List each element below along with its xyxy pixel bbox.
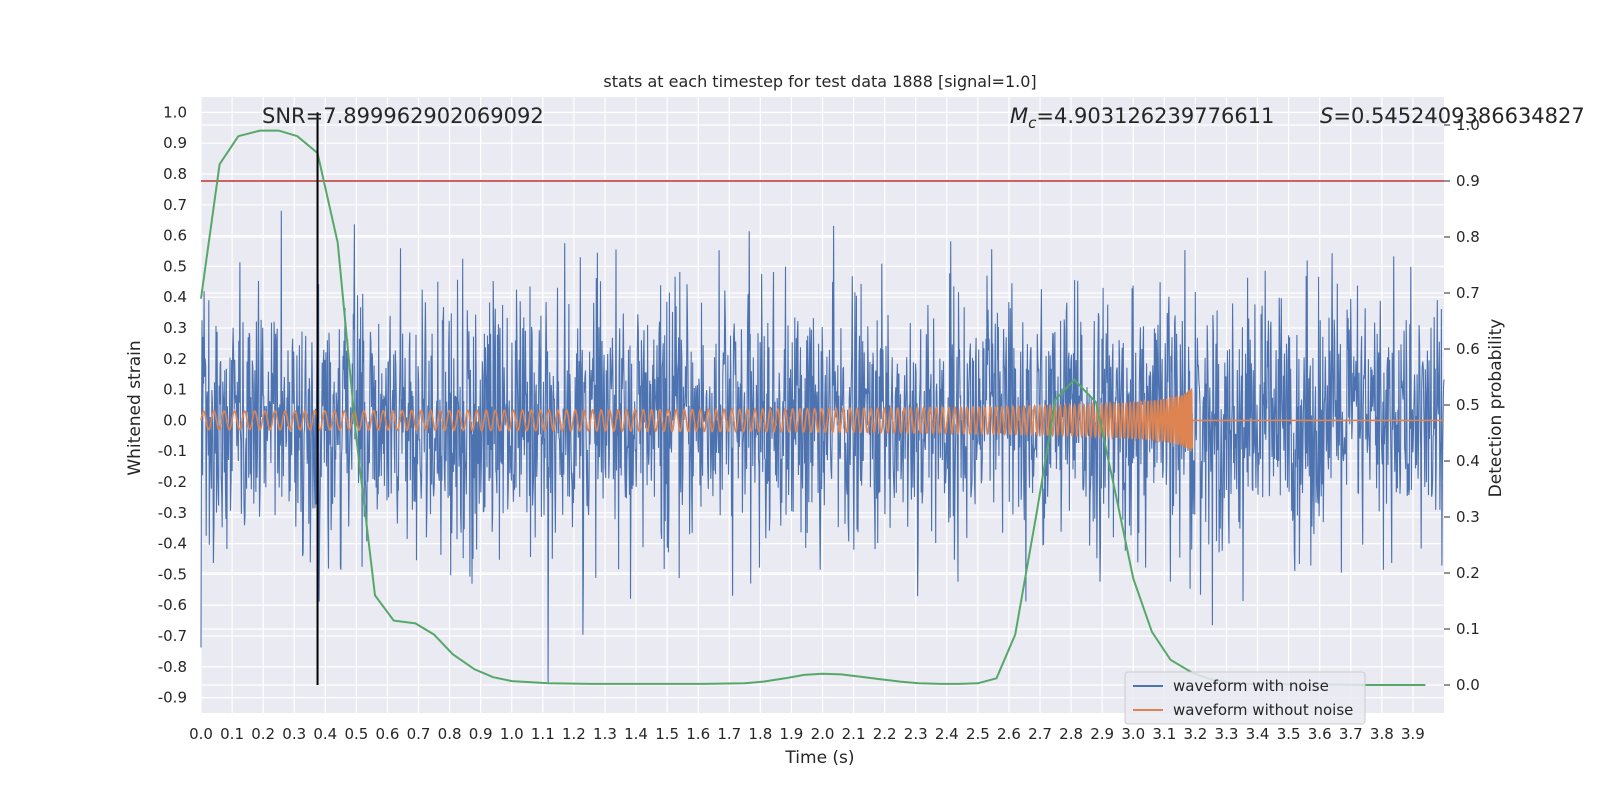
y-tick-label: -0.5 (158, 565, 187, 583)
y-tick-label: 0.8 (163, 165, 187, 183)
chart-title: stats at each timestep for test data 188… (603, 72, 1036, 91)
x-tick-label: 2.1 (842, 725, 866, 743)
y2-axis-label: Detection probability (1486, 319, 1506, 498)
x-tick-label: 3.7 (1339, 725, 1363, 743)
y2-tick-label: 0.3 (1456, 508, 1480, 526)
x-tick-label: 0.6 (376, 725, 400, 743)
y-tick-label: -0.3 (158, 504, 187, 522)
chirp-mass-annotation: Mc=4.903126239776611 (1010, 104, 1274, 132)
snr-annotation: SNR=7.899962902069092 (262, 104, 544, 128)
x-tick-label: 0.9 (469, 725, 493, 743)
x-tick-label: 1.9 (779, 725, 803, 743)
x-tick-label: 1.3 (593, 725, 617, 743)
x-tick-label: 2.3 (904, 725, 928, 743)
x-tick-label: 1.5 (655, 725, 679, 743)
x-tick-label: 0.4 (313, 725, 337, 743)
y-tick-label: 0.2 (163, 350, 187, 368)
x-tick-label: 3.3 (1215, 725, 1239, 743)
x-tick-label: 0.8 (438, 725, 462, 743)
x-tick-label: 0.3 (282, 725, 306, 743)
x-tick-label: 0.2 (251, 725, 275, 743)
x-tick-label: 3.0 (1121, 725, 1145, 743)
y-tick-label: -0.6 (158, 596, 187, 614)
x-tick-label: 1.1 (531, 725, 555, 743)
x-tick-label: 0.7 (407, 725, 431, 743)
x-tick-label: 1.6 (686, 725, 710, 743)
series-waveform-without-noise (200, 388, 1444, 452)
y-tick-label: 0.0 (163, 411, 187, 429)
x-tick-label: 2.6 (997, 725, 1021, 743)
x-tick-label: 0.5 (344, 725, 368, 743)
legend-box (1124, 671, 1366, 725)
x-tick-label: 2.8 (1059, 725, 1083, 743)
x-tick-label: 0.1 (220, 725, 244, 743)
y2-tick-label: 0.2 (1456, 564, 1480, 582)
s-annotation: S=0.5452409386634827 (1320, 104, 1585, 128)
y-tick-label: -0.8 (158, 658, 187, 676)
y2-tick-label: 1.0 (1456, 116, 1480, 134)
x-tick-label: 3.6 (1308, 725, 1332, 743)
y-tick-label: 0.6 (163, 227, 187, 245)
x-tick-label: 3.8 (1370, 725, 1394, 743)
y2-tick-label: 0.4 (1456, 452, 1480, 470)
legend: waveform with noise waveform without noi… (1124, 671, 1366, 725)
y-tick-label: 0.3 (163, 319, 187, 337)
x-tick-label: 1.0 (500, 725, 524, 743)
y-tick-label: -0.2 (158, 473, 187, 491)
x-tick-label: 3.1 (1152, 725, 1176, 743)
y2-tick-label: 0.7 (1456, 284, 1480, 302)
y2-tick-label: 0.0 (1456, 676, 1480, 694)
x-tick-label: 2.2 (873, 725, 897, 743)
series-waveform-with-noise (200, 210, 1445, 683)
x-tick-label: 3.4 (1246, 725, 1270, 743)
x-tick-label: 2.4 (935, 725, 959, 743)
series-layer (200, 112, 1445, 686)
y2-tick-label: 0.8 (1456, 228, 1480, 246)
y2-tick-label: 0.5 (1456, 396, 1480, 414)
x-tick-label: 3.9 (1401, 725, 1425, 743)
y-axis-label: Whitened strain (125, 340, 145, 475)
x-tick-label: 1.2 (562, 725, 586, 743)
y-tick-label: -0.4 (158, 535, 187, 553)
x-tick-label: 1.4 (624, 725, 648, 743)
x-tick-label: 2.7 (1028, 725, 1052, 743)
y2-tick-label: 0.1 (1456, 620, 1480, 638)
series-detection-probability (200, 129, 1426, 686)
x-tick-label: 2.9 (1090, 725, 1114, 743)
y-tick-label: 0.7 (163, 196, 187, 214)
x-tick-label: 0.0 (189, 725, 213, 743)
x-tick-label: 3.2 (1183, 725, 1207, 743)
x-tick-label: 2.5 (966, 725, 990, 743)
y2-tick-label: 0.9 (1456, 172, 1480, 190)
y-tick-label: 1.0 (163, 103, 187, 121)
y-tick-label: -0.7 (158, 627, 187, 645)
x-tick-label: 3.5 (1277, 725, 1301, 743)
y-tick-label: -0.9 (158, 689, 187, 707)
y-tick-label: 0.5 (163, 257, 187, 275)
x-tick-label: 2.0 (811, 725, 835, 743)
tick-labels: 0.0 0.1 0.2 0.3 0.4 0.5 0.6 0.7 0.8 0.9 1.0 1.1 1.2 1… (158, 103, 1480, 743)
y-tick-label: 0.4 (163, 288, 187, 306)
x-axis-label: Time (s) (784, 748, 854, 768)
legend-label-noise: waveform with noise (1173, 677, 1329, 695)
x-tick-label: 1.7 (717, 725, 741, 743)
legend-label-clean: waveform without noise (1173, 701, 1353, 719)
y2-tick-label: 0.6 (1456, 340, 1480, 358)
y-tick-label: 0.9 (163, 134, 187, 152)
x-tick-label: 1.8 (748, 725, 772, 743)
y-tick-label: 0.1 (163, 381, 187, 399)
y-tick-label: -0.1 (158, 442, 187, 460)
